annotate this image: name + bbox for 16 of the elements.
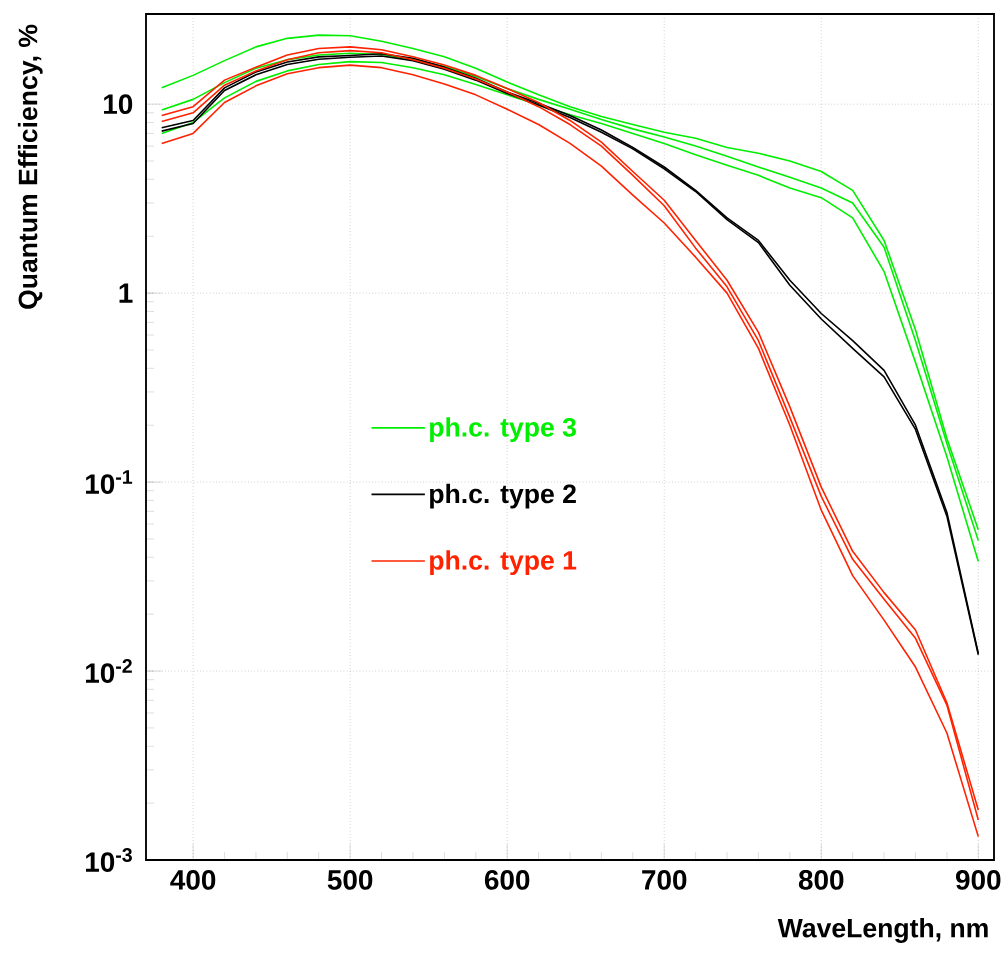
y-tick-label: 10 <box>104 94 133 115</box>
x-axis-title: WaveLength, nm <box>777 918 988 943</box>
x-tick-label: 700 <box>642 870 687 890</box>
y-tick-label: 10$^{-3}$ <box>86 848 132 872</box>
legend-label: ph.c. type 2 <box>430 483 576 509</box>
x-tick-label: 400 <box>170 870 216 890</box>
x-tick-label: 600 <box>484 870 530 890</box>
legend-label: ph.c. type 1 <box>430 550 577 576</box>
x-tick-label: 900 <box>955 870 1001 890</box>
y-tick-label: 10$^{-1}$ <box>86 470 133 494</box>
x-tick-label: 800 <box>798 870 844 890</box>
y-tick-label: 10$^{-2}$ <box>86 659 132 683</box>
x-tick-label: 500 <box>327 870 373 890</box>
y-axis-title: Quantum Efficiency, % <box>17 24 43 309</box>
y-tick-label: 1 <box>119 283 133 303</box>
legend-label: ph.c. type 3 <box>430 417 576 442</box>
